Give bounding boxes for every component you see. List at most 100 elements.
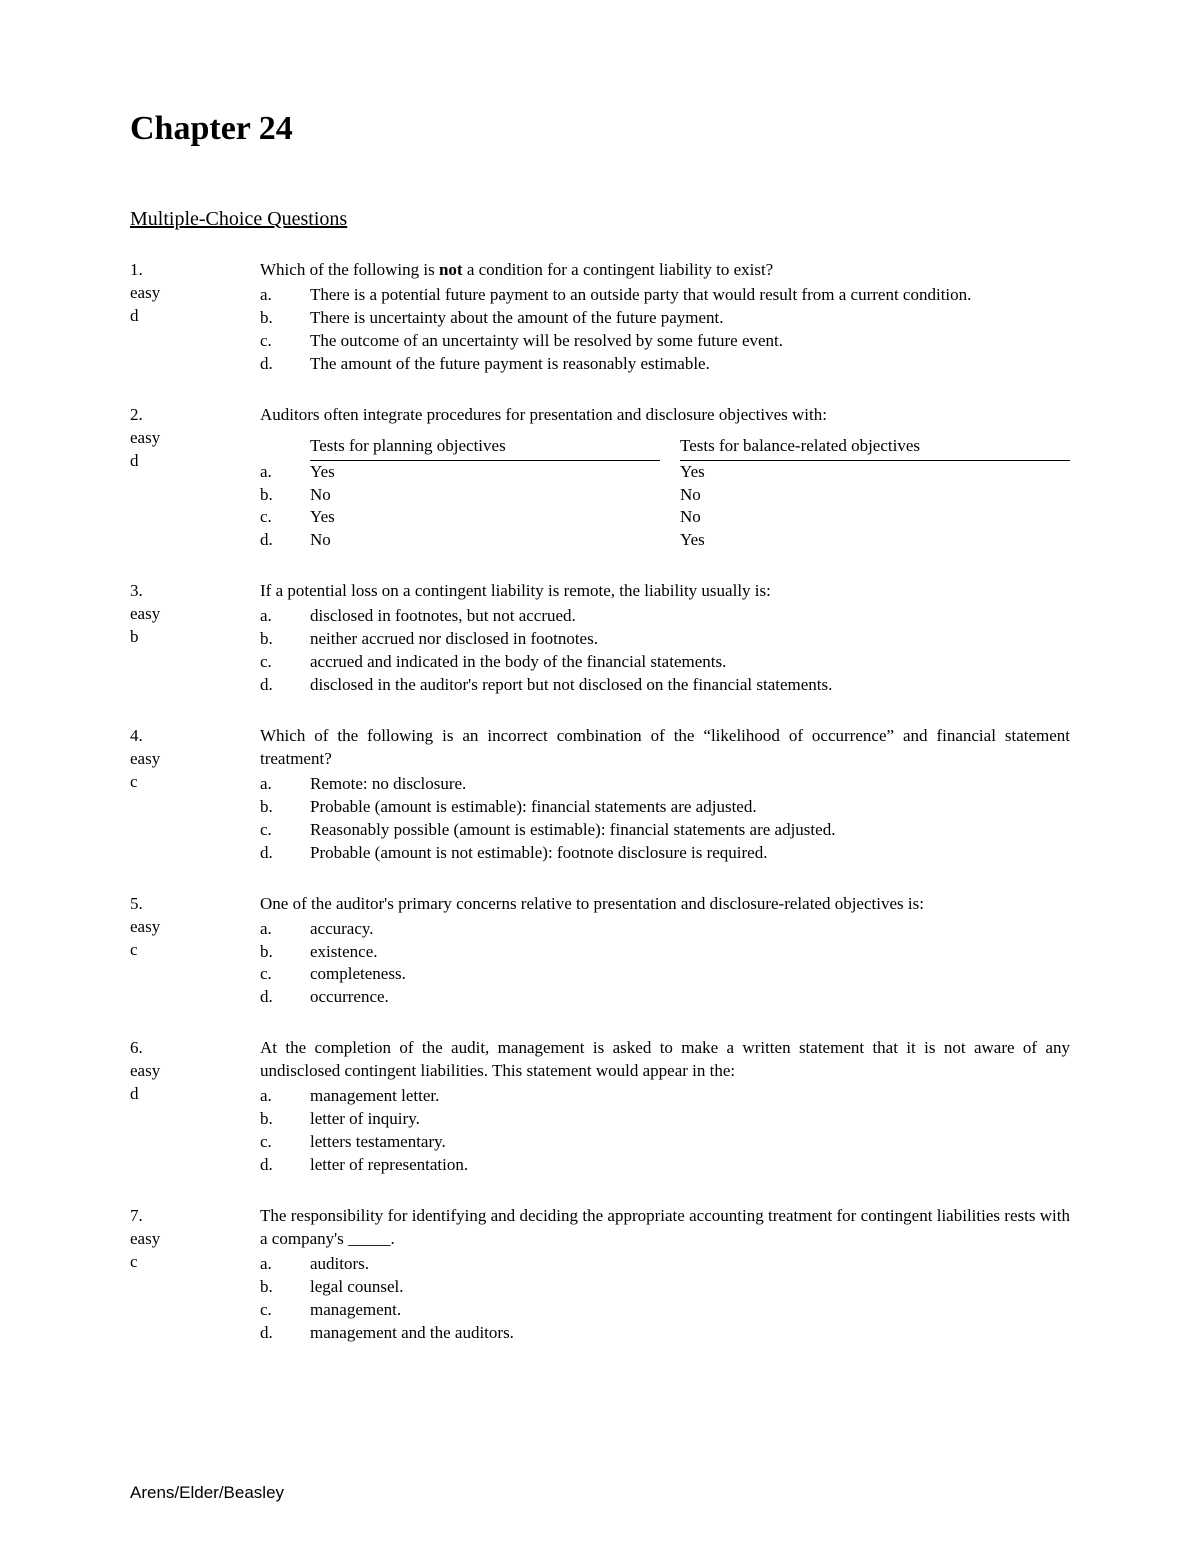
option-letter: a. — [260, 1085, 290, 1108]
table-header: Tests for balance-related objectives — [680, 435, 1070, 461]
option-text: management and the auditors. — [290, 1322, 1070, 1345]
question-difficulty: easy — [130, 1228, 260, 1251]
question-stem: One of the auditor's primary concerns re… — [260, 893, 1070, 916]
table-cell: No — [310, 484, 660, 507]
option-letter: c. — [260, 506, 290, 529]
option-row: d.occurrence. — [260, 986, 1070, 1009]
option-letter: d. — [260, 1154, 290, 1177]
table-header: Tests for planning objectives — [310, 435, 660, 461]
option-text: completeness. — [290, 963, 1070, 986]
option-text: disclosed in footnotes, but not accrued. — [290, 605, 1070, 628]
option-letter: c. — [260, 819, 290, 842]
question-block: 5. easy c One of the auditor's primary c… — [130, 893, 1070, 1010]
option-letter: a. — [260, 461, 290, 484]
option-letter: a. — [260, 773, 290, 796]
section-title: Multiple-Choice Questions — [130, 208, 1070, 231]
option-list: a.accuracy. b.existence. c.completeness.… — [260, 918, 1070, 1010]
question-content: Auditors often integrate procedures for … — [260, 404, 1070, 553]
option-row: c.accrued and indicated in the body of t… — [260, 651, 1070, 674]
question-number: 6. — [130, 1037, 260, 1060]
table-cell: No — [680, 506, 1070, 529]
option-row: c.management. — [260, 1299, 1070, 1322]
option-row: b.Probable (amount is estimable): financ… — [260, 796, 1070, 819]
question-meta: 6. easy d — [130, 1037, 260, 1177]
option-letter: b. — [260, 1108, 290, 1131]
table-cell: Yes — [680, 461, 1070, 484]
option-text: Probable (amount is not estimable): foot… — [290, 842, 1070, 865]
question-content: At the completion of the audit, manageme… — [260, 1037, 1070, 1177]
option-letter: b. — [260, 941, 290, 964]
question-stem: If a potential loss on a contingent liab… — [260, 580, 1070, 603]
question-stem: At the completion of the audit, manageme… — [260, 1037, 1070, 1083]
option-row: b.There is uncertainty about the amount … — [260, 307, 1070, 330]
option-text: The amount of the future payment is reas… — [290, 353, 1070, 376]
option-text: existence. — [290, 941, 1070, 964]
option-row: c.Reasonably possible (amount is estimab… — [260, 819, 1070, 842]
option-row: a.auditors. — [260, 1253, 1070, 1276]
table-cell: Yes — [310, 506, 660, 529]
option-row: c.completeness. — [260, 963, 1070, 986]
option-letter: a. — [260, 605, 290, 628]
option-text: There is a potential future payment to a… — [290, 284, 1070, 307]
option-text: disclosed in the auditor's report but no… — [290, 674, 1070, 697]
option-row: d.management and the auditors. — [260, 1322, 1070, 1345]
question-difficulty: easy — [130, 748, 260, 771]
table-cell: Yes — [680, 529, 1070, 552]
option-letter: d. — [260, 353, 290, 376]
question-block: 4. easy c Which of the following is an i… — [130, 725, 1070, 865]
option-text: Reasonably possible (amount is estimable… — [290, 819, 1070, 842]
option-letter: c. — [260, 963, 290, 986]
option-row: c.letters testamentary. — [260, 1131, 1070, 1154]
option-letter: d. — [260, 674, 290, 697]
table-cell: No — [310, 529, 660, 552]
question-block: 3. easy b If a potential loss on a conti… — [130, 580, 1070, 697]
option-text: Remote: no disclosure. — [290, 773, 1070, 796]
question-answer: d — [130, 450, 260, 473]
option-row: d.Probable (amount is not estimable): fo… — [260, 842, 1070, 865]
page: Chapter 24 Multiple-Choice Questions 1. … — [0, 0, 1200, 1553]
stem-text: a condition for a contingent liability t… — [463, 260, 774, 279]
question-meta: 3. easy b — [130, 580, 260, 697]
option-row: b.legal counsel. — [260, 1276, 1070, 1299]
question-number: 4. — [130, 725, 260, 748]
option-row: b.letter of inquiry. — [260, 1108, 1070, 1131]
question-number: 3. — [130, 580, 260, 603]
option-letter: b. — [260, 628, 290, 651]
option-letter: a. — [260, 284, 290, 307]
option-list: a.management letter. b.letter of inquiry… — [260, 1085, 1070, 1177]
option-text: auditors. — [290, 1253, 1070, 1276]
option-letter: b. — [260, 796, 290, 819]
question-content: The responsibility for identifying and d… — [260, 1205, 1070, 1345]
option-text: accrued and indicated in the body of the… — [290, 651, 1070, 674]
option-letter: d. — [260, 529, 290, 552]
question-answer: d — [130, 1083, 260, 1106]
question-meta: 2. easy d — [130, 404, 260, 553]
question-stem: Which of the following is an incorrect c… — [260, 725, 1070, 771]
stem-bold: not — [439, 260, 463, 279]
stem-text: Which of the following is — [260, 260, 439, 279]
option-row: d.letter of representation. — [260, 1154, 1070, 1177]
option-letter: d. — [260, 1322, 290, 1345]
option-text: occurrence. — [290, 986, 1070, 1009]
question-answer: c — [130, 771, 260, 794]
table-row: d. No Yes — [260, 529, 1070, 552]
chapter-title: Chapter 24 — [130, 110, 1070, 148]
option-text: Probable (amount is estimable): financia… — [290, 796, 1070, 819]
table-row: c. Yes No — [260, 506, 1070, 529]
footer-authors: Arens/Elder/Beasley — [130, 1483, 284, 1503]
question-meta: 5. easy c — [130, 893, 260, 1010]
question-meta: 4. easy c — [130, 725, 260, 865]
question-block: 7. easy c The responsibility for identif… — [130, 1205, 1070, 1345]
question-meta: 7. easy c — [130, 1205, 260, 1345]
question-number: 1. — [130, 259, 260, 282]
table-header-row: Tests for planning objectives Tests for … — [260, 435, 1070, 461]
question-stem: Which of the following is not a conditio… — [260, 259, 1070, 282]
option-text: There is uncertainty about the amount of… — [290, 307, 1070, 330]
question-content: Which of the following is an incorrect c… — [260, 725, 1070, 865]
option-text: accuracy. — [290, 918, 1070, 941]
question-block: 6. easy d At the completion of the audit… — [130, 1037, 1070, 1177]
option-letter: b. — [260, 484, 290, 507]
option-list: a.Remote: no disclosure. b.Probable (amo… — [260, 773, 1070, 865]
option-letter: a. — [260, 918, 290, 941]
option-row: c.The outcome of an uncertainty will be … — [260, 330, 1070, 353]
